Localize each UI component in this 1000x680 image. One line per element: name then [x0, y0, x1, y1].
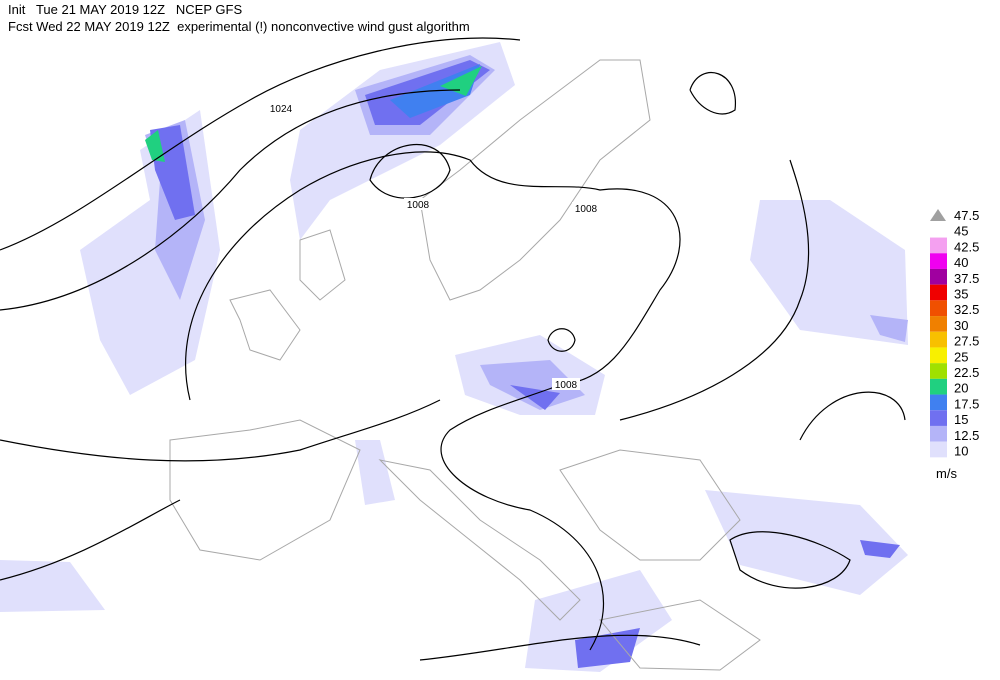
legend-label: 12.5: [954, 428, 979, 443]
legend-label: 47.5: [954, 208, 979, 223]
legend-swatch: [930, 363, 947, 379]
legend-triangle: [930, 209, 946, 221]
isobar-label-bg: [404, 198, 432, 210]
legend: 47.54542.54037.53532.53027.52522.52017.5…: [930, 208, 979, 481]
legend-swatch: [930, 253, 947, 269]
isobar-label: 1008: [555, 380, 578, 391]
legend-label: 17.5: [954, 396, 979, 411]
legend-swatch: [930, 378, 947, 395]
legend-label: 35: [954, 287, 968, 302]
coastlines: [169, 59, 761, 671]
legend-label: 27.5: [954, 334, 979, 349]
isobar-label: 1024: [270, 104, 293, 115]
legend-label: 20: [954, 381, 968, 396]
legend-swatch: [930, 441, 947, 458]
isobar-labels: 1024 1008 1008 1008: [267, 102, 600, 391]
isobar-label: 1008: [407, 200, 430, 211]
legend-swatch: [930, 268, 947, 285]
header-init: Init Tue 21 MAY 2019 12Z NCEP GFS: [8, 2, 242, 17]
legend-swatch: [930, 316, 947, 332]
legend-swatch: [930, 331, 947, 348]
legend-label: 37.5: [954, 271, 979, 286]
header-forecast: Fcst Wed 22 MAY 2019 12Z experimental (!…: [8, 19, 470, 34]
legend-swatch: [930, 237, 947, 254]
legend-label: 22.5: [954, 365, 979, 380]
legend-label: 40: [954, 255, 968, 270]
legend-label: 42.5: [954, 239, 979, 254]
isobar-label: 1008: [575, 204, 598, 215]
isobar-label-bg: [267, 102, 295, 114]
legend-swatch: [930, 347, 947, 364]
legend-swatch: [930, 410, 947, 426]
legend-label: 30: [954, 318, 968, 333]
wind-gust-shading: [0, 42, 908, 672]
legend-swatch: [930, 394, 947, 411]
isobar-label-bg: [572, 202, 600, 214]
legend-label: 45: [954, 224, 968, 239]
isobar-label-bg: [552, 378, 580, 390]
legend-swatch: [930, 284, 947, 301]
legend-swatch: [930, 425, 947, 442]
legend-label: 10: [954, 444, 968, 459]
isobars: [0, 37, 906, 661]
legend-unit: m/s: [936, 466, 957, 481]
legend-label: 32.5: [954, 302, 979, 317]
legend-label: 15: [954, 412, 968, 427]
legend-swatch: [930, 221, 947, 238]
legend-swatch: [930, 300, 947, 317]
legend-label: 25: [954, 349, 968, 364]
